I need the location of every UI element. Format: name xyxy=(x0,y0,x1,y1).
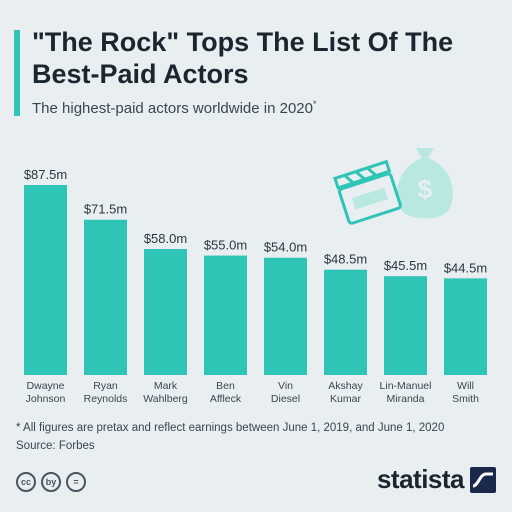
category-label: Diesel xyxy=(271,393,300,405)
decorative-illustration: $ xyxy=(330,132,480,232)
bar-value-label: $44.5m xyxy=(444,260,487,275)
no-derivatives-icon[interactable]: = xyxy=(66,472,86,492)
bar-value-label: $54.0m xyxy=(264,240,307,255)
brand-logo[interactable]: statista xyxy=(377,464,496,495)
bar xyxy=(204,255,247,375)
money-bag-icon: $ xyxy=(396,148,454,219)
category-label: Kumar xyxy=(330,393,361,405)
svg-text:$: $ xyxy=(418,174,433,204)
category-label: Lin-Manuel xyxy=(380,380,432,392)
subtitle-footnote-mark: * xyxy=(313,99,317,109)
category-label: Miranda xyxy=(387,393,425,405)
clapperboard-money-bag-icon: $ xyxy=(333,148,454,225)
bar-value-label: $71.5m xyxy=(84,202,127,217)
bar xyxy=(384,276,427,375)
cc-icon[interactable]: cc xyxy=(16,472,36,492)
bar xyxy=(444,278,487,375)
brand-name: statista xyxy=(376,464,465,494)
category-label: Reynolds xyxy=(84,393,128,405)
bar xyxy=(84,219,127,375)
title-accent-bar xyxy=(14,30,20,116)
bar-value-label: $55.0m xyxy=(204,238,247,253)
source-note: Source: Forbes xyxy=(16,440,95,452)
category-label: Vin xyxy=(278,380,293,392)
category-label: Johnson xyxy=(26,393,66,405)
bar xyxy=(24,185,67,375)
category-label: Dwayne xyxy=(27,380,65,392)
chart-title: "The Rock" Tops The List Of The Best-Pai… xyxy=(32,27,454,89)
statista-mark-icon xyxy=(470,466,496,493)
bar-value-label: $45.5m xyxy=(384,258,427,273)
category-label: Will xyxy=(457,380,474,392)
chart-subtitle: The highest-paid actors worldwide in 202… xyxy=(32,99,317,117)
bar xyxy=(144,249,187,375)
category-label: Ryan xyxy=(93,380,118,392)
subtitle-text: The highest-paid actors worldwide in 202… xyxy=(32,100,313,117)
bar-value-label: $87.5m xyxy=(24,167,67,182)
category-label: Wahlberg xyxy=(143,393,188,405)
category-label: Smith xyxy=(452,393,479,405)
category-label: Ben xyxy=(216,380,235,392)
bar xyxy=(324,269,367,375)
bar-value-label: $48.5m xyxy=(324,252,367,267)
attribution-icon[interactable]: by xyxy=(41,472,61,492)
bar xyxy=(264,257,307,375)
category-label: Akshay xyxy=(328,380,363,392)
footnote: * All figures are pretax and reflect ear… xyxy=(16,422,445,434)
category-label: Mark xyxy=(154,380,178,392)
category-label: Affleck xyxy=(210,393,242,405)
clapperboard-icon xyxy=(333,159,402,225)
bar-value-label: $58.0m xyxy=(144,231,187,246)
license-icons: cc by = xyxy=(16,472,86,492)
